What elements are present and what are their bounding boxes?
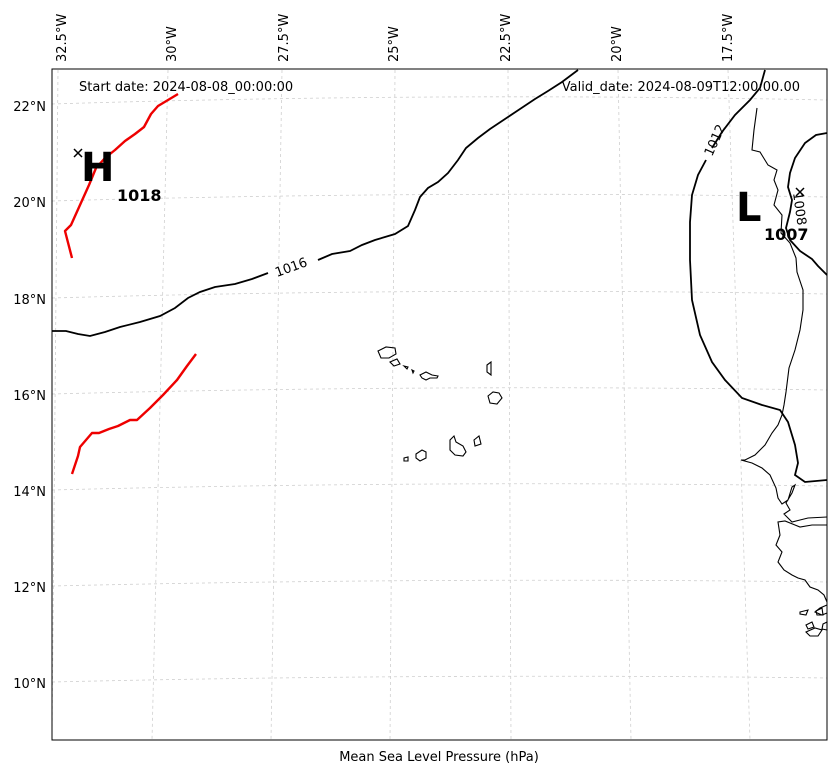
- low-pressure-center: L 1007: [736, 185, 809, 244]
- lat-tick-label: 14°N: [13, 485, 46, 500]
- isobar-1016: [52, 272, 269, 337]
- high-pressure-center: H 1018: [73, 145, 162, 205]
- front-line: [70, 353, 197, 475]
- map-xlabel: Mean Sea Level Pressure (hPa): [339, 750, 539, 765]
- low-pressure-letter: L: [736, 185, 762, 231]
- bijagos-island: [805, 621, 815, 630]
- lon-tick-label: 32.5°W: [55, 14, 70, 62]
- cape-verde-santa-luzia: [402, 364, 409, 370]
- low-pressure-value: 1007: [764, 225, 809, 244]
- lon-tick-label: 22.5°W: [499, 14, 514, 62]
- bijagos-island: [799, 609, 809, 616]
- longitude-tick-labels: 32.5°W 30°W 27.5°W 25°W 22.5°W 20°W 17.5…: [55, 14, 736, 62]
- isobar-1012: [689, 159, 828, 483]
- center-marker-x-icon: [73, 148, 83, 158]
- cape-verde-sao-vicente: [389, 358, 401, 367]
- cape-verde-boa-vista: [487, 391, 503, 405]
- valid-date-label: Valid_date: 2024-08-09T12:00:00.00: [562, 80, 800, 95]
- lon-tick-label: 20°W: [610, 26, 625, 62]
- start-date-label: Start date: 2024-08-08_00:00:00: [79, 80, 293, 95]
- lat-tick-label: 12°N: [13, 581, 46, 596]
- cape-verde-fogo: [415, 449, 427, 462]
- high-pressure-letter: H: [81, 145, 114, 191]
- cape-verde-santo-antao: [377, 346, 397, 359]
- isobar-label-1016: 1016: [273, 255, 309, 280]
- cape-verde-sal: [486, 360, 492, 377]
- gridlines: [51, 69, 828, 741]
- latitude-tick-labels: 22°N 20°N 18°N 16°N 14°N 12°N 10°N: [13, 100, 46, 692]
- lat-tick-label: 20°N: [13, 196, 46, 211]
- bijagos-island: [821, 621, 828, 631]
- lat-tick-label: 16°N: [13, 389, 46, 404]
- bijagos-island: [815, 607, 824, 616]
- pressure-centers: H 1018 L 1007: [73, 145, 809, 244]
- bijagos-island: [805, 627, 823, 637]
- map-frame: [51, 68, 828, 741]
- cape-verde-sao-nicolau: [419, 371, 439, 381]
- isobar-1008: [785, 132, 828, 276]
- high-pressure-value: 1018: [117, 186, 162, 205]
- isobar-label-1012: 1012: [702, 122, 729, 158]
- cape-verde-brava: [403, 456, 409, 462]
- lon-tick-label: 17.5°W: [721, 14, 736, 62]
- isobar-labels: 1016 1012 1008: [273, 122, 808, 280]
- coastline: [377, 107, 828, 637]
- center-marker-x-icon: [795, 187, 805, 197]
- cape-verde-santiago: [449, 434, 467, 457]
- african-coast: [775, 520, 828, 603]
- cape-verde-sao-nicolau: [411, 368, 415, 375]
- lat-tick-label: 22°N: [13, 100, 46, 115]
- isobars: [52, 69, 828, 483]
- lon-tick-label: 30°W: [165, 26, 180, 62]
- lat-tick-label: 18°N: [13, 293, 46, 308]
- african-coast: [740, 107, 828, 523]
- cape-verde-maio: [473, 435, 482, 447]
- isobar-1012: [711, 69, 766, 149]
- isobar-1016: [317, 69, 579, 261]
- isobar-label-1008: 1008: [789, 191, 808, 226]
- lon-tick-label: 25°W: [387, 26, 402, 62]
- front-line: [63, 92, 179, 259]
- fronts: [63, 92, 197, 475]
- lon-tick-label: 27.5°W: [277, 14, 292, 62]
- coast-islets: [813, 604, 828, 616]
- lat-tick-label: 10°N: [13, 677, 46, 692]
